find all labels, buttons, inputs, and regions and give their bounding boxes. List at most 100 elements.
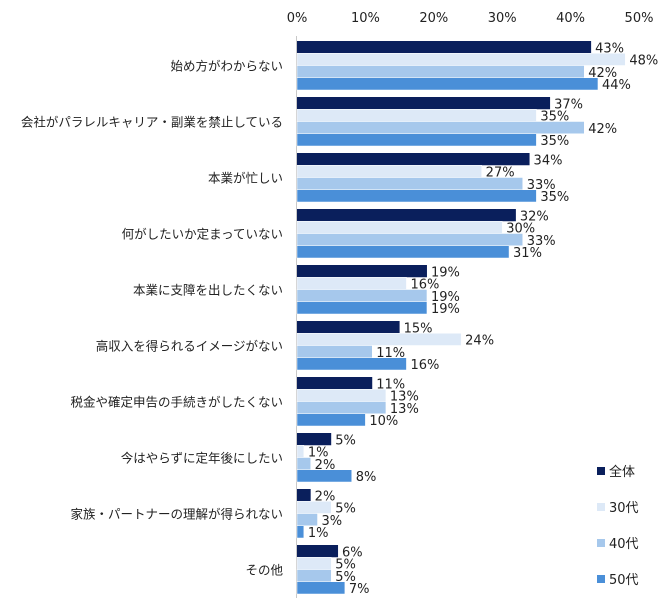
x-tick-label: 50% <box>625 11 654 26</box>
data-label: 33% <box>527 178 556 193</box>
bar-50代 <box>296 469 352 483</box>
bar-40代 <box>296 457 311 470</box>
bar-40代 <box>296 121 585 134</box>
category-label: 本業が忙しい <box>208 171 283 186</box>
data-label: 13% <box>390 402 419 417</box>
legend-swatch <box>597 503 605 511</box>
data-label: 42% <box>588 66 617 81</box>
legend-swatch <box>597 575 605 583</box>
category-label: 高収入を得られるイメージがない <box>96 339 283 354</box>
category-label: その他 <box>245 563 283 578</box>
category-label: 税金や確定申告の手続きがしたくない <box>70 395 283 410</box>
bar-40代 <box>296 289 428 302</box>
x-tick-label: 20% <box>419 11 448 26</box>
data-label: 48% <box>629 54 658 69</box>
bar-50代 <box>296 189 537 203</box>
data-label: 10% <box>369 414 398 429</box>
legend-label: 40代 <box>609 537 639 552</box>
data-label: 11% <box>376 377 405 392</box>
legend-label: 30代 <box>609 501 639 516</box>
data-label: 5% <box>335 558 356 573</box>
legend-label: 全体 <box>609 464 635 480</box>
data-label: 24% <box>465 334 494 349</box>
bar-全体 <box>297 489 311 502</box>
data-label: 32% <box>520 209 549 224</box>
data-label: 19% <box>431 302 460 317</box>
data-label: 16% <box>410 278 439 293</box>
bar-40代 <box>296 177 523 190</box>
bar-全体 <box>297 321 400 334</box>
x-tick-label: 30% <box>488 11 517 26</box>
data-label: 5% <box>335 433 356 448</box>
bar-40代 <box>296 345 373 358</box>
data-label: 35% <box>540 134 569 149</box>
data-label: 2% <box>315 489 336 504</box>
category-label: 始め方がわからない <box>170 59 283 74</box>
bar-50代 <box>296 245 510 259</box>
data-label: 1% <box>308 526 329 541</box>
category-label: 家族・パートナーの理解が得られない <box>70 507 283 522</box>
category-label: 何がしたいか定まっていない <box>122 227 283 242</box>
category-label: 会社がパラレルキャリア・副業を禁止している <box>21 115 283 130</box>
bar-40代 <box>296 569 332 582</box>
bar-50代 <box>296 525 305 539</box>
bar-40代 <box>296 233 523 246</box>
bar-全体 <box>297 265 427 278</box>
data-label: 37% <box>554 97 583 112</box>
bar-50代 <box>296 301 428 315</box>
bar-40代 <box>296 65 585 78</box>
data-label: 35% <box>540 190 569 205</box>
bar-50代 <box>296 413 366 427</box>
data-label: 31% <box>513 246 542 261</box>
data-label: 19% <box>431 265 460 280</box>
data-label: 2% <box>315 458 336 473</box>
x-tick-label: 10% <box>351 11 380 26</box>
bar-30代 <box>296 109 537 122</box>
bar-全体 <box>297 97 551 110</box>
x-tick-label: 0% <box>287 11 308 26</box>
data-label: 15% <box>404 321 433 336</box>
bar-50代 <box>296 357 407 371</box>
bar-30代 <box>296 221 503 234</box>
legend-swatch <box>597 539 605 547</box>
bar-全体 <box>297 433 332 446</box>
x-tick-label: 40% <box>556 11 585 26</box>
data-label: 33% <box>527 234 556 249</box>
category-label: 今はやらずに定年後にしたい <box>121 451 283 466</box>
bar-全体 <box>297 209 516 222</box>
bar-30代 <box>296 445 305 458</box>
bar-30代 <box>296 501 332 514</box>
bar-30代 <box>296 557 332 570</box>
data-label: 3% <box>322 514 343 529</box>
data-label: 7% <box>349 582 370 597</box>
bar-30代 <box>296 389 387 402</box>
data-label: 5% <box>335 570 356 585</box>
bar-全体 <box>297 153 530 166</box>
bar-50代 <box>296 133 537 147</box>
data-label: 8% <box>356 470 377 485</box>
data-label: 11% <box>376 346 405 361</box>
bar-30代 <box>296 333 462 346</box>
data-label: 42% <box>588 122 617 137</box>
bar-50代 <box>296 581 346 595</box>
data-label: 5% <box>335 502 356 517</box>
data-label: 19% <box>431 290 460 305</box>
data-label: 13% <box>390 390 419 405</box>
data-label: 1% <box>308 446 329 461</box>
bar-全体 <box>297 545 339 558</box>
bar-全体 <box>297 41 592 54</box>
data-label: 27% <box>486 166 515 181</box>
data-label: 43% <box>595 41 624 56</box>
bar-30代 <box>296 53 626 66</box>
data-label: 44% <box>602 78 631 93</box>
data-label: 35% <box>540 110 569 125</box>
category-label: 本業に支障を出したくない <box>133 283 283 298</box>
data-label: 30% <box>506 222 535 237</box>
legend-label: 50代 <box>609 573 639 588</box>
bar-40代 <box>296 401 387 414</box>
data-label: 6% <box>342 545 363 560</box>
bar-50代 <box>296 77 599 91</box>
bar-30代 <box>296 277 407 290</box>
bar-全体 <box>297 377 373 390</box>
